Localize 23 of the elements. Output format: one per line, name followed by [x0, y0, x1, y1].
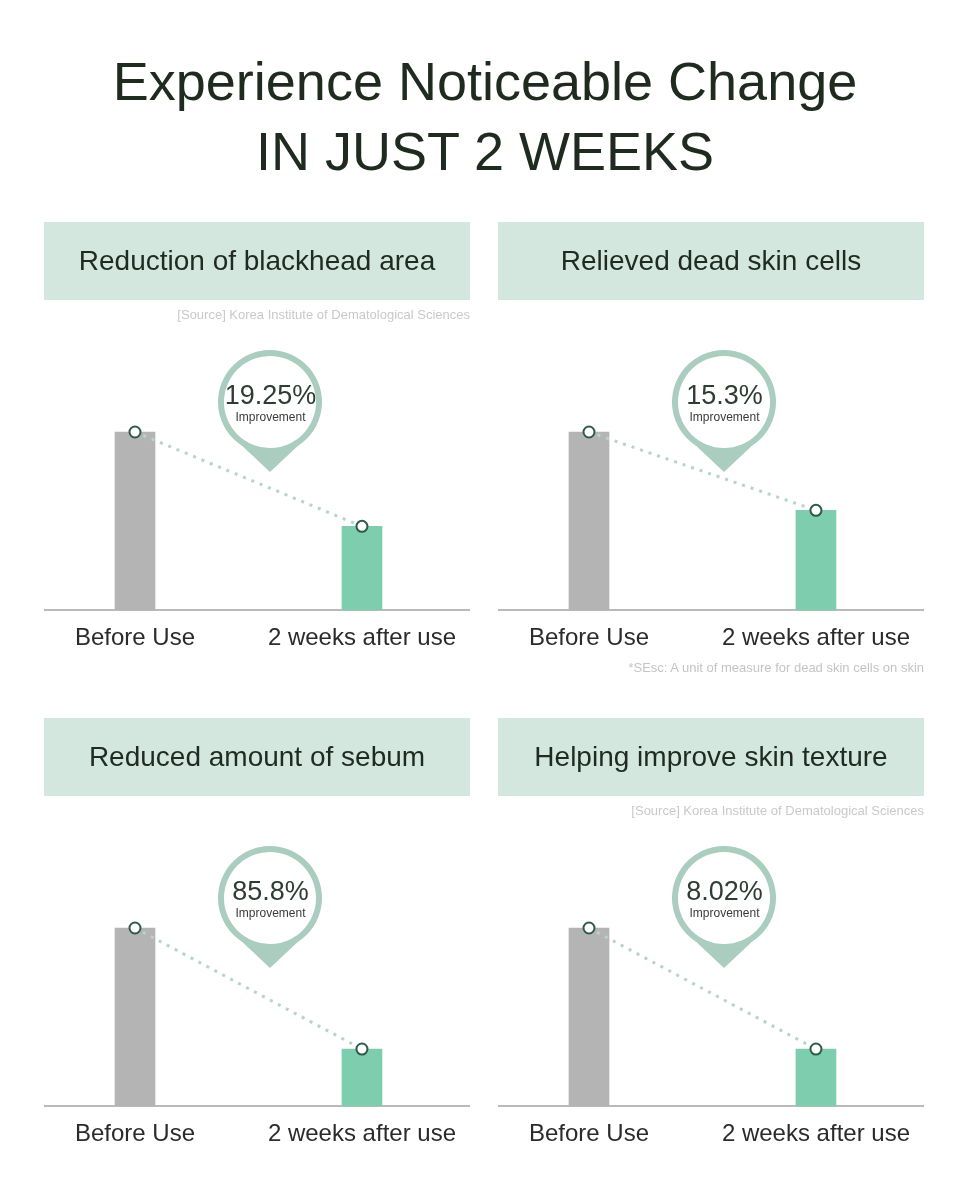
text: Experience Noticeable Change — [111, 50, 859, 113]
text: 85.8% — [231, 875, 310, 907]
chart-title: Helping improve skin texture — [498, 718, 924, 796]
text: 19.25% — [223, 379, 318, 411]
text: Improvement — [234, 906, 307, 920]
x-tick-label: 2 weeks after use — [721, 1119, 911, 1147]
text: IN JUST 2 WEEKS — [254, 120, 716, 183]
text: Improvement — [234, 410, 307, 424]
text: Improvement — [688, 906, 761, 920]
x-tick-label: 2 weeks after use — [267, 623, 457, 651]
x-tick-label: Before Use — [74, 623, 196, 651]
chart-title: Reduction of blackhead area — [44, 222, 470, 300]
x-tick-label: 2 weeks after use — [721, 623, 911, 651]
chart-title: Relieved dead skin cells — [498, 222, 924, 300]
text: 8.02% — [685, 875, 764, 907]
x-tick-label: Before Use — [528, 1119, 650, 1147]
chart-title: Reduced amount of sebum — [44, 718, 470, 796]
x-tick-label: 2 weeks after use — [267, 1119, 457, 1147]
text: 15.3% — [685, 379, 764, 411]
text: Improvement — [688, 410, 761, 424]
x-tick-label: Before Use — [74, 1119, 196, 1147]
x-tick-label: Before Use — [528, 623, 650, 651]
text: *SEsc: A unit of measure for dead skin cells on skin — [628, 660, 924, 676]
